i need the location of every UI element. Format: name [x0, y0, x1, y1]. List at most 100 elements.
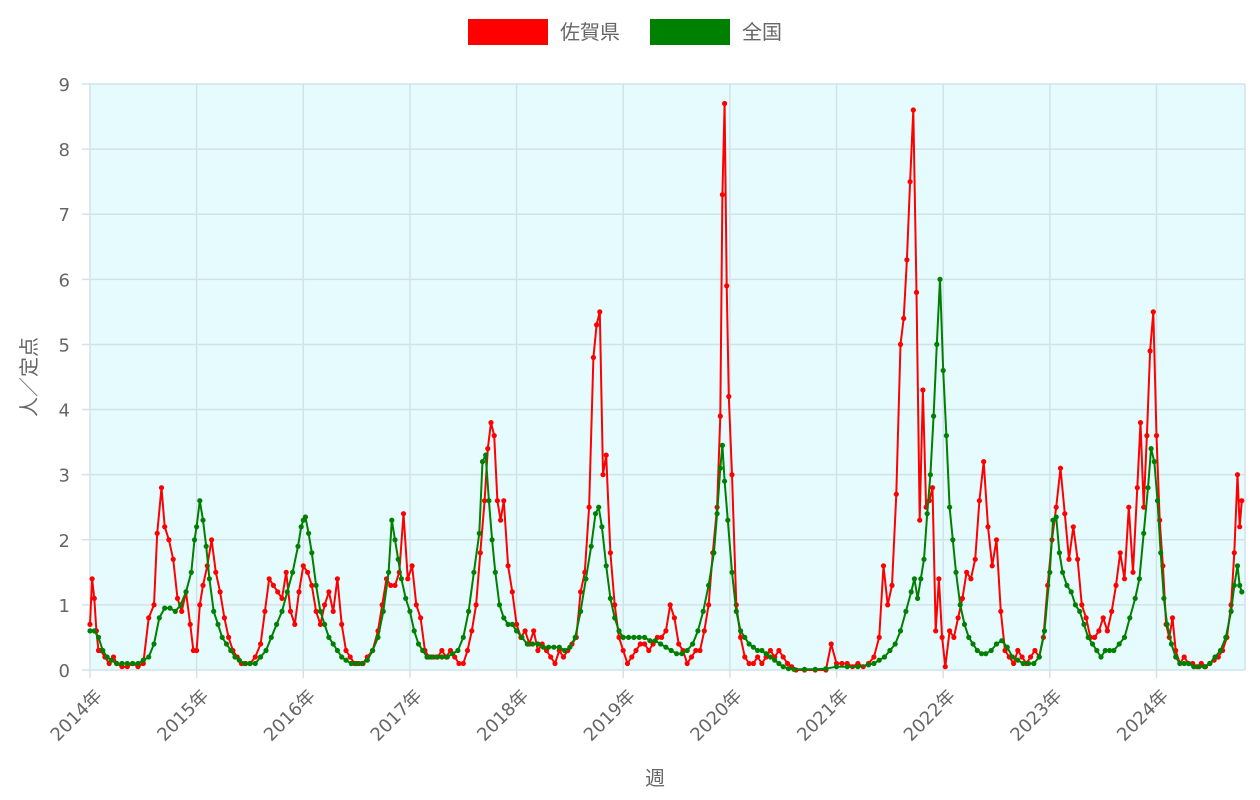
data-point	[921, 556, 927, 562]
data-point	[405, 576, 411, 582]
data-point	[1177, 660, 1183, 667]
data-point	[1153, 433, 1160, 439]
data-point	[931, 413, 937, 419]
data-point	[151, 641, 157, 647]
data-point	[1173, 654, 1179, 660]
data-point	[514, 621, 520, 628]
data-point	[959, 595, 966, 602]
data-point	[284, 589, 290, 595]
data-point	[197, 498, 203, 504]
data-point	[290, 569, 296, 575]
data-point	[1234, 563, 1241, 569]
data-point	[380, 608, 386, 615]
data-point	[1031, 660, 1037, 667]
data-point	[1100, 615, 1106, 621]
data-point	[1116, 641, 1122, 647]
data-point	[268, 634, 274, 641]
data-point	[1028, 654, 1034, 660]
data-point	[907, 179, 913, 185]
data-point	[690, 641, 696, 647]
data-point	[87, 621, 93, 628]
data-point	[889, 582, 895, 589]
data-point	[937, 276, 943, 282]
data-point	[876, 634, 882, 641]
data-point	[1081, 621, 1087, 628]
data-point	[1231, 550, 1237, 556]
data-point	[865, 662, 872, 668]
data-point	[1056, 550, 1062, 556]
data-point	[693, 647, 699, 654]
data-point	[330, 608, 336, 615]
data-point	[1150, 309, 1156, 315]
data-point	[913, 289, 920, 295]
data-point	[603, 452, 609, 458]
data-point	[194, 524, 200, 530]
data-point	[985, 524, 991, 530]
data-point	[1011, 660, 1017, 667]
data-point	[1168, 641, 1174, 647]
data-point	[514, 628, 520, 634]
data-point	[166, 537, 172, 543]
data-point	[961, 621, 968, 628]
x-tick-label: 2022年	[900, 686, 960, 746]
data-point	[154, 530, 160, 536]
data-point	[784, 660, 791, 667]
data-point	[885, 602, 891, 608]
data-point	[146, 654, 152, 660]
data-point	[901, 315, 907, 321]
data-point	[242, 660, 248, 667]
data-point	[697, 647, 703, 654]
data-point	[418, 615, 424, 621]
data-point	[1181, 654, 1187, 660]
data-point	[629, 654, 635, 660]
data-point	[714, 511, 720, 517]
data-point	[1151, 459, 1157, 465]
data-point	[283, 569, 289, 575]
data-point	[943, 433, 950, 439]
data-point	[1015, 647, 1021, 654]
data-point	[191, 537, 198, 543]
data-point	[108, 657, 114, 663]
data-point	[488, 420, 494, 426]
data-point	[929, 485, 936, 491]
data-point	[162, 605, 168, 611]
data-point	[226, 634, 232, 641]
data-point	[505, 563, 511, 569]
data-point	[262, 608, 268, 615]
data-point	[966, 634, 972, 641]
data-point	[719, 442, 726, 448]
data-point	[223, 641, 230, 647]
data-point	[1147, 348, 1153, 354]
data-point	[947, 504, 953, 510]
data-point	[428, 654, 434, 660]
data-point	[1019, 654, 1025, 660]
y-tick-label: 1	[59, 596, 70, 617]
data-point	[295, 543, 301, 549]
data-point	[1127, 615, 1133, 621]
data-point	[668, 647, 674, 654]
x-tick-label: 2020年	[687, 686, 747, 746]
data-point	[1191, 664, 1197, 670]
x-tick-label: 2016年	[260, 686, 320, 746]
data-point	[1070, 524, 1076, 530]
data-point	[178, 602, 184, 608]
data-point	[489, 537, 495, 543]
data-point	[1053, 504, 1059, 510]
data-point	[646, 647, 652, 654]
y-tick-label: 4	[59, 401, 70, 422]
data-point	[274, 621, 280, 628]
data-point	[700, 608, 706, 615]
data-point	[91, 595, 97, 602]
data-point	[287, 608, 294, 615]
data-point	[755, 647, 761, 654]
data-point	[104, 654, 110, 660]
data-point	[663, 644, 669, 650]
data-point	[981, 459, 987, 465]
data-point	[746, 660, 752, 667]
data-point	[1009, 654, 1016, 660]
data-point	[1064, 582, 1070, 589]
data-point	[679, 651, 685, 657]
data-point	[663, 628, 669, 634]
data-point	[146, 615, 152, 621]
data-point	[974, 647, 980, 654]
